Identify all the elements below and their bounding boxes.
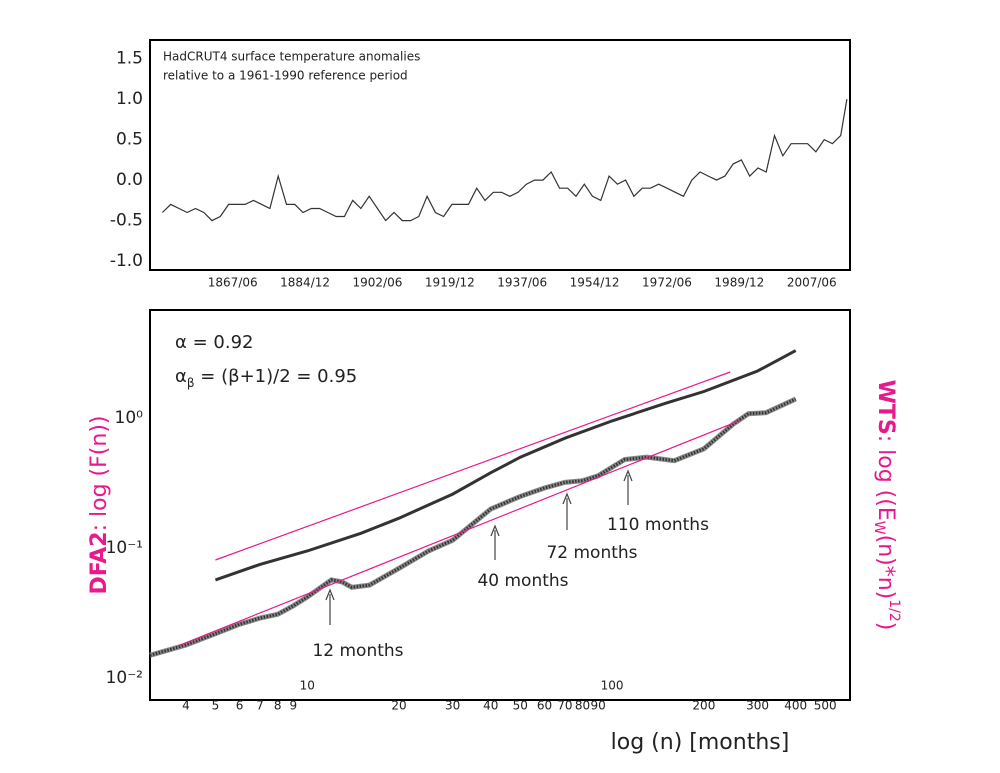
x-tick-label: 1972/06 [642,276,692,290]
arrow-head [623,469,633,482]
y-tick-label: 0.0 [116,170,143,190]
x-tick-label: 4 [182,699,190,713]
x-tick-label: 400 [784,699,807,713]
x-tick-label: 1954/12 [570,276,620,290]
alpha-text: α = 0.92 [175,332,253,353]
annotation: 110 months [607,515,709,535]
x-tick-label: 70 [557,699,572,713]
x-tick-label: 500 [814,699,837,713]
y-tick-label: 10⁻¹ [106,538,143,558]
temperature-line [161,98,848,222]
x-tick-label: 90 [591,699,606,713]
x-tick-label: 200 [692,699,715,713]
x-tick-label: 2007/06 [787,276,837,290]
annotation: 72 months [546,543,637,563]
annotation: HadCRUT4 surface temperature anomalies [163,50,420,64]
x-tick-label: 1937/06 [497,276,547,290]
x-tick-label: 6 [236,699,244,713]
y2-axis-label: WTS: log ((EW(n)*n)1/2) [871,380,902,631]
x-tick-label: 40 [483,699,498,713]
y-axis-label: DFA2: log (F(n)) [87,416,112,595]
y-tick-label: 1.0 [116,89,143,109]
arrow-head [325,588,335,601]
x-tick-label: 9 [289,699,297,713]
arrows [325,469,633,625]
x-axis-label: log (n) [months] [611,730,790,755]
annotation: relative to a 1961-1990 reference period [163,69,408,83]
x-tick-label: 20 [391,699,406,713]
x-tick-label: 1989/12 [714,276,764,290]
y-tick-label: -0.5 [110,211,143,231]
y-tick-label: 10⁻² [106,668,143,688]
x-tick-label: 5 [212,699,220,713]
y-tick-label: -1.0 [110,251,143,271]
x-tick-label: 80 [575,699,590,713]
annotation: 12 months [312,641,403,661]
x-tick-label: 1902/06 [353,276,403,290]
bottom-frame [149,309,851,701]
y-tick-label: 1.5 [116,49,143,69]
arrow-head [490,524,500,537]
x-tick-label: 300 [746,699,769,713]
x-tick-label: 50 [513,699,528,713]
fit-line [215,371,731,561]
alpha-beta-text: αβ = (β+1)/2 = 0.95 [175,366,357,390]
x-tick-label: 1884/12 [280,276,330,290]
arrow-head [562,492,572,505]
dfa-curve [214,349,797,582]
x-tick-label: 1867/06 [208,276,258,290]
x-tick-label: 7 [256,699,264,713]
x-tick-label: 10 [300,679,315,693]
top-frame [149,39,851,271]
x-tick-label: 8 [274,699,282,713]
x-tick-label: 1919/12 [425,276,475,290]
x-tick-label: 100 [601,679,624,693]
fit-line [179,419,741,646]
y-tick-label: 0.5 [116,130,143,150]
y-tick-label: 10⁰ [115,408,144,428]
x-tick-label: 30 [445,699,460,713]
x-tick-label: 60 [537,699,552,713]
wts-curve [149,396,797,658]
annotation: 40 months [477,571,568,591]
